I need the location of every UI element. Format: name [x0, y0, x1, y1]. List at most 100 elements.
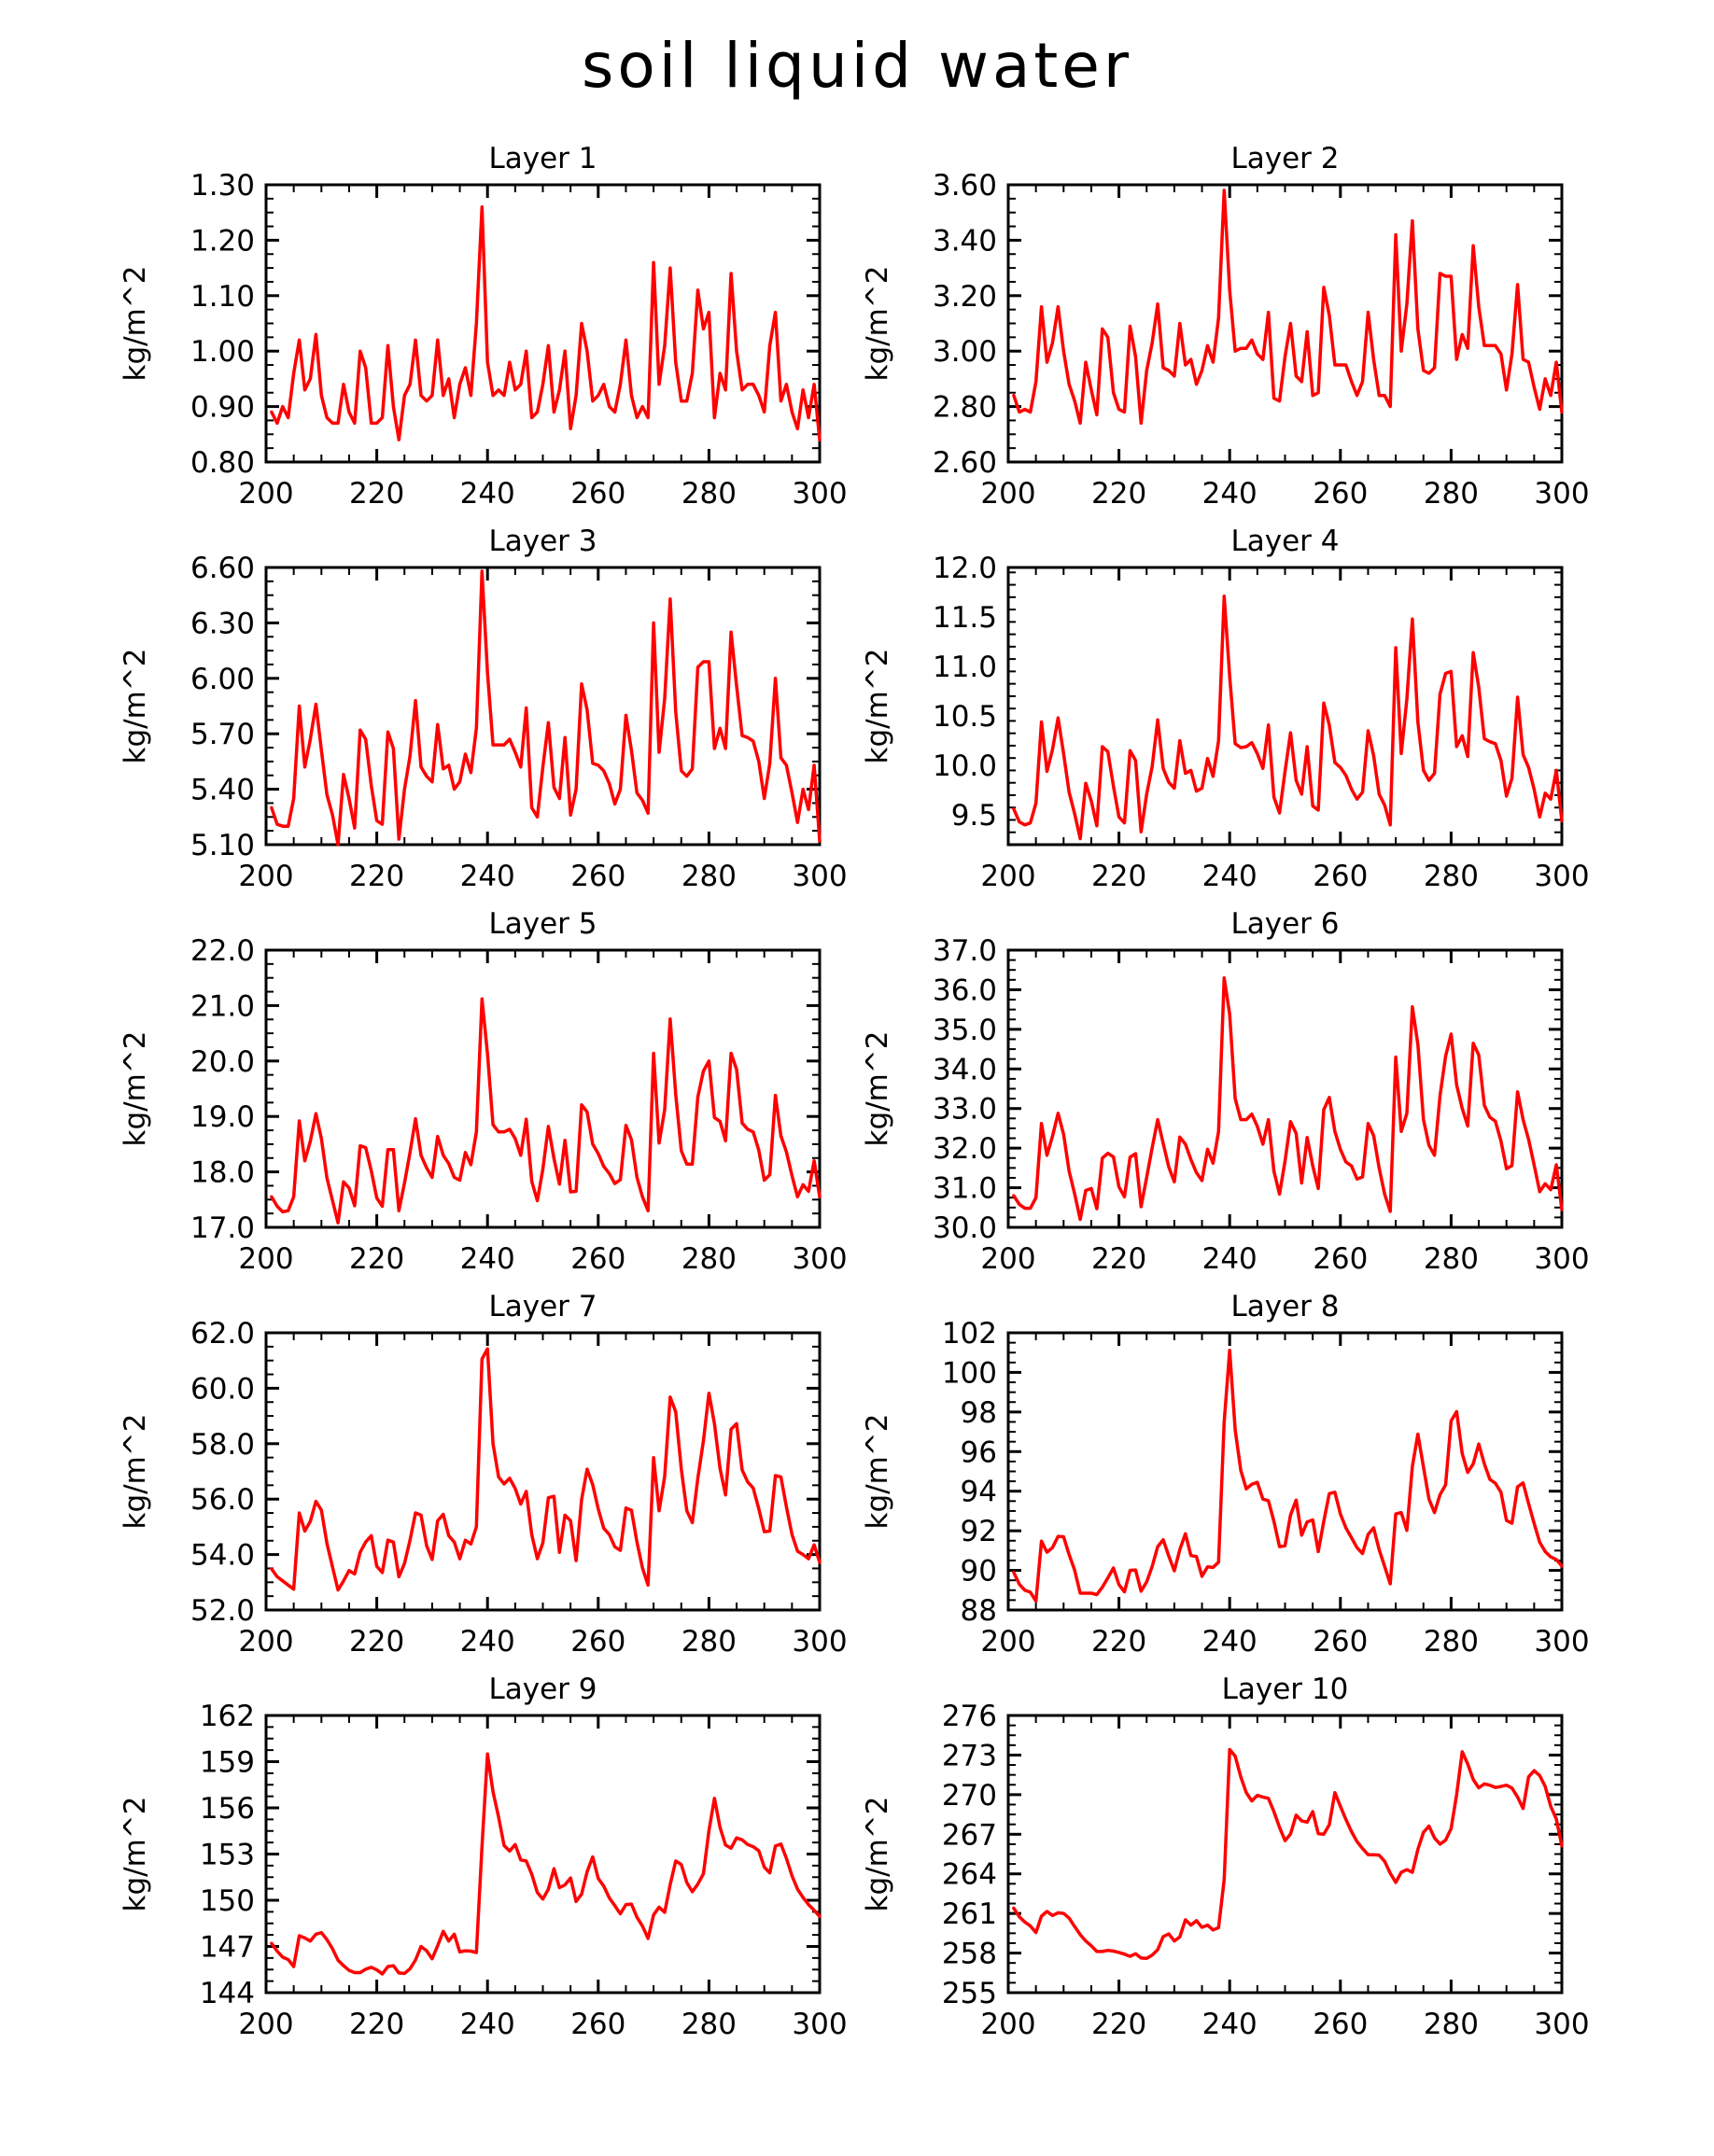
x-tick-label: 240: [460, 2008, 515, 2041]
y-tick-label: 62.0: [190, 1317, 255, 1351]
x-tick-label: 280: [681, 477, 737, 511]
y-tick-label: 34.0: [933, 1053, 997, 1086]
x-tick-label: 260: [1313, 1242, 1368, 1276]
y-tick-label: 22.0: [190, 934, 255, 968]
figure-title: soil liquid water: [582, 30, 1132, 102]
y-tick-label: 12.0: [933, 552, 997, 585]
panel-layer-2: Layer 2 kg/m^2 200 220 240 260 280 300 2.60 2.80 3…: [861, 142, 1590, 511]
x-tick-label: 240: [460, 1242, 515, 1276]
y-tick-label: 258: [942, 1938, 997, 1971]
y-axis-label: kg/m^2: [119, 1414, 152, 1530]
panel-layer-3: Layer 3 kg/m^2 200 220 240 260 280 300 5.10 5.40 5…: [119, 525, 848, 893]
x-tick-label: 260: [570, 860, 625, 893]
x-tick-label: 280: [1424, 1625, 1479, 1659]
y-tick-label: 1.20: [190, 224, 255, 258]
x-tick-label: 260: [570, 1625, 625, 1659]
x-tick-label: 280: [1424, 477, 1479, 511]
y-tick-label: 20.0: [190, 1045, 255, 1079]
panel-title: Layer 6: [1230, 907, 1339, 941]
x-tick-label: 200: [238, 1625, 293, 1659]
y-tick-label: 147: [200, 1931, 255, 1965]
x-tick-label: 240: [460, 477, 515, 511]
x-tick-label: 200: [238, 477, 293, 511]
series-line: [270, 1752, 822, 1976]
y-tick-label: 17.0: [190, 1211, 255, 1245]
x-tick-label: 260: [1313, 860, 1368, 893]
x-tick-label: 240: [1202, 1625, 1257, 1659]
x-tick-label: 220: [1091, 1242, 1146, 1276]
x-tick-label: 260: [570, 2008, 625, 2041]
x-tick-label: 200: [980, 2008, 1035, 2041]
y-axis-label: kg/m^2: [119, 649, 152, 764]
panel-layer-1: Layer 1 kg/m^2 200 220 240 260 280 300 0.80 0.90 1…: [119, 142, 848, 511]
y-tick-label: 32.0: [933, 1132, 997, 1166]
panel-title: Layer 10: [1222, 1673, 1349, 1706]
y-tick-label: 6.60: [190, 552, 255, 585]
panel-layer-4: Layer 4 kg/m^2 200 220 240 260 280 300 9.5 10.0 10…: [861, 525, 1590, 893]
y-tick-label: 6.00: [190, 663, 255, 696]
y-tick-label: 54.0: [190, 1539, 255, 1573]
series-line: [1012, 1747, 1564, 1960]
x-tick-label: 200: [980, 1242, 1035, 1276]
y-axis-label: kg/m^2: [119, 1797, 152, 1912]
x-tick-label: 300: [792, 1625, 847, 1659]
y-tick-label: 21.0: [190, 989, 255, 1023]
x-tick-label: 240: [1202, 2008, 1257, 2041]
x-tick-label: 220: [1091, 2008, 1146, 2041]
y-tick-label: 3.60: [933, 169, 997, 203]
panel-title: Layer 3: [488, 525, 597, 558]
series-line: [270, 1347, 822, 1592]
y-tick-label: 5.40: [190, 774, 255, 807]
x-tick-label: 300: [1534, 860, 1589, 893]
panel-title: Layer 8: [1230, 1290, 1339, 1323]
y-tick-label: 6.30: [190, 607, 255, 640]
y-axis-label: kg/m^2: [119, 266, 152, 382]
y-tick-label: 36.0: [933, 973, 997, 1007]
x-tick-label: 260: [1313, 477, 1368, 511]
y-tick-label: 10.0: [933, 749, 997, 783]
panel-title: Layer 4: [1230, 525, 1339, 558]
y-tick-label: 9.5: [951, 799, 997, 833]
series-line: [1012, 975, 1564, 1222]
x-tick-label: 280: [681, 2008, 737, 2041]
y-tick-label: 255: [942, 1977, 997, 2010]
x-tick-label: 300: [1534, 2008, 1589, 2041]
y-tick-label: 1.10: [190, 280, 255, 314]
y-tick-label: 88: [961, 1594, 997, 1628]
y-tick-label: 18.0: [190, 1156, 255, 1190]
x-tick-label: 220: [1091, 1625, 1146, 1659]
x-tick-label: 280: [1424, 860, 1479, 893]
x-tick-label: 280: [1424, 2008, 1479, 2041]
x-tick-label: 200: [238, 860, 293, 893]
panel-layer-10: Layer 10 kg/m^2 200 220 240 260 280 300 255 258 26…: [861, 1673, 1590, 2041]
x-tick-label: 220: [349, 860, 404, 893]
panel-layer-6: Layer 6 kg/m^2 200 220 240 260 280 300 30.0 31.0 3…: [861, 907, 1590, 1276]
x-tick-label: 220: [349, 2008, 404, 2041]
y-tick-label: 261: [942, 1897, 997, 1931]
y-tick-label: 90: [961, 1555, 997, 1589]
panels-group: Layer 1 kg/m^2 200 220 240 260 280 300 0.80 0.90 1…: [119, 142, 1590, 2041]
x-tick-label: 280: [681, 1625, 737, 1659]
y-tick-label: 276: [942, 1700, 997, 1733]
x-tick-label: 240: [460, 860, 515, 893]
panel-layer-5: Layer 5 kg/m^2 200 220 240 260 280 300 17.0 18.0 1…: [119, 907, 848, 1276]
x-tick-label: 200: [980, 860, 1035, 893]
y-axis-label: kg/m^2: [861, 1414, 894, 1530]
panel-title: Layer 5: [488, 907, 597, 941]
x-tick-label: 220: [349, 1625, 404, 1659]
panel-title: Layer 9: [488, 1673, 597, 1706]
x-tick-label: 300: [792, 477, 847, 511]
y-tick-label: 11.5: [933, 601, 997, 635]
y-tick-label: 270: [942, 1779, 997, 1813]
y-tick-label: 37.0: [933, 934, 997, 968]
x-tick-label: 220: [1091, 477, 1146, 511]
x-tick-label: 280: [681, 1242, 737, 1276]
y-tick-label: 144: [200, 1977, 255, 2010]
y-tick-label: 10.5: [933, 700, 997, 734]
y-tick-label: 156: [200, 1792, 255, 1826]
y-tick-label: 264: [942, 1858, 997, 1892]
y-tick-label: 100: [942, 1356, 997, 1390]
series-line: [1012, 189, 1564, 426]
y-axis-label: kg/m^2: [861, 266, 894, 382]
y-axis-label: kg/m^2: [861, 1797, 894, 1912]
